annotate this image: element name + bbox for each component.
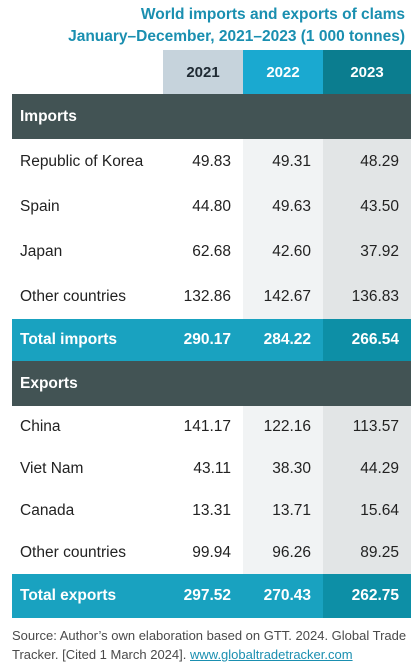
value-2021: 13.31 [163, 490, 243, 532]
value-2021: 43.11 [163, 448, 243, 490]
table-row: Other countries 99.94 96.26 89.25 [12, 532, 411, 574]
value-2023: 44.29 [323, 448, 411, 490]
table-row: Canada 13.31 13.71 15.64 [12, 490, 411, 532]
total-imports-label: Total imports [20, 331, 118, 348]
country-label: Other countries [20, 544, 126, 561]
year-header-2021: 2021 [163, 50, 243, 94]
total-exports-2023: 262.75 [323, 574, 411, 618]
country-label: Japan [20, 242, 63, 260]
table-title: World imports and exports of clams Janua… [68, 4, 405, 48]
country-label: Canada [20, 502, 75, 519]
value-2021: 99.94 [163, 532, 243, 574]
exports-section-header: Exports [12, 361, 411, 406]
year-header-2023: 2023 [323, 50, 411, 94]
table-row: Republic of Korea 49.83 49.31 48.29 [12, 139, 411, 184]
year-header-2022: 2022 [243, 50, 323, 94]
value-2023: 37.92 [323, 229, 411, 274]
table-row: China 141.17 122.16 113.57 [12, 406, 411, 448]
table-row: Japan 62.68 42.60 37.92 [12, 229, 411, 274]
country-label: China [20, 418, 61, 435]
value-2022: 142.67 [243, 274, 323, 319]
value-2023: 15.64 [323, 490, 411, 532]
imports-section-header: Imports [12, 94, 411, 139]
total-exports-2021: 297.52 [183, 587, 231, 604]
total-exports-2022: 270.43 [263, 587, 311, 604]
value-2022: 38.30 [243, 448, 323, 490]
value-2022: 122.16 [243, 406, 323, 448]
country-label: Other countries [20, 287, 126, 305]
title-line-1: World imports and exports of clams [140, 6, 405, 23]
value-2023: 48.29 [323, 139, 411, 184]
year-header-row: 2021 2022 2023 [12, 50, 411, 94]
title-line-2: January–December, 2021–2023 (1 000 tonne… [68, 28, 405, 45]
total-exports-row: Total exports 297.52 270.43 262.75 [12, 574, 411, 618]
value-2023: 89.25 [323, 532, 411, 574]
value-2022: 13.71 [243, 490, 323, 532]
table-row: Viet Nam 43.11 38.30 44.29 [12, 448, 411, 490]
source-text: Source: Author’s own elaboration based o… [12, 628, 407, 662]
total-imports-row: Total imports 290.17 284.22 266.54 [12, 319, 411, 361]
value-2022: 42.60 [243, 229, 323, 274]
value-2021: 44.80 [163, 184, 243, 229]
total-imports-2023: 266.54 [323, 319, 411, 361]
table-row: Other countries 132.86 142.67 136.83 [12, 274, 411, 319]
total-exports-label: Total exports [20, 587, 117, 604]
country-label: Viet Nam [20, 460, 84, 477]
table-row: Spain 44.80 49.63 43.50 [12, 184, 411, 229]
source-note: Source: Author’s own elaboration based o… [12, 626, 407, 664]
value-2023: 113.57 [323, 406, 411, 448]
value-2022: 49.63 [243, 184, 323, 229]
value-2023: 136.83 [323, 274, 411, 319]
total-imports-2022: 284.22 [263, 331, 311, 348]
country-label: Spain [20, 197, 60, 215]
exports-heading: Exports [20, 374, 78, 392]
country-label: Republic of Korea [20, 152, 144, 170]
value-2021: 49.83 [163, 139, 243, 184]
value-2021: 132.86 [163, 274, 243, 319]
value-2023: 43.50 [323, 184, 411, 229]
trade-table: 2021 2022 2023 Imports Republic of Korea… [12, 50, 411, 618]
imports-heading: Imports [20, 107, 77, 125]
value-2022: 96.26 [243, 532, 323, 574]
source-link[interactable]: www.globaltradetracker.com [190, 647, 353, 662]
value-2022: 49.31 [243, 139, 323, 184]
total-imports-2021: 290.17 [183, 331, 231, 348]
value-2021: 141.17 [163, 406, 243, 448]
value-2021: 62.68 [163, 229, 243, 274]
